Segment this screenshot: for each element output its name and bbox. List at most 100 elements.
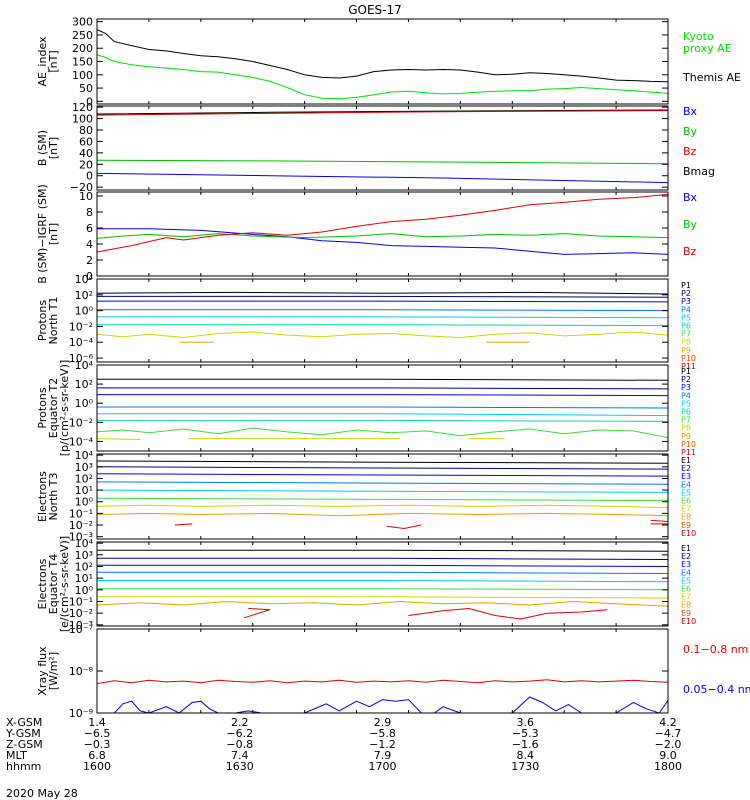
y-axis-title-line: [nT] — [47, 137, 60, 159]
x-axis-labels: X-GSM 1.4 2.2 2.9 3.6 4.2 Y-GSM −6.5 −6.2 −5.8 −5.… — [5, 716, 682, 773]
panels-group: 050100150200250300AE_index[nT]Kyotoproxy… — [36, 16, 750, 720]
y-axis-title-line: Protons — [36, 387, 49, 428]
x-row-value: −0.3 — [84, 738, 111, 751]
y-axis-title-line: AE_index — [36, 36, 49, 87]
y-tick-label: 10⁻³ — [69, 619, 93, 632]
series-line-5 — [97, 419, 668, 422]
legend-entry: Bz — [683, 145, 697, 158]
legend-entry: P11 — [681, 362, 696, 371]
y-axis-title-line: [nT] — [47, 223, 60, 245]
x-row-value: −2.0 — [655, 738, 682, 751]
legend-entry: E9 — [681, 521, 691, 530]
legend-entry: P1 — [681, 281, 691, 290]
panel-frame — [96, 541, 669, 627]
panel-frame — [96, 191, 669, 277]
series-line-0 — [97, 549, 668, 552]
legend-entry: P5 — [681, 399, 691, 408]
legend-entry: P8 — [681, 338, 691, 347]
y-tick-label: 10 — [79, 190, 93, 203]
y-tick-label: 120 — [72, 101, 93, 114]
x-row-value: 3.6 — [517, 716, 535, 729]
x-row-value: 8.4 — [517, 749, 535, 762]
x-row-value: −1.2 — [369, 738, 396, 751]
series-line-3 — [97, 571, 668, 574]
y-tick-label: 10⁻⁷ — [69, 623, 93, 636]
panel-frame — [96, 453, 669, 540]
x-row-value: −5.8 — [369, 727, 396, 740]
y-tick-label: 10⁰ — [75, 305, 94, 318]
legend-entry: E4 — [681, 568, 691, 577]
legend-entry: P4 — [681, 391, 691, 400]
series-line-1 — [97, 295, 668, 298]
y-axis-title-line: Electrons — [36, 471, 49, 522]
x-row-value: 1.4 — [88, 716, 106, 729]
panel-series-group — [97, 109, 668, 184]
legend-entry: P2 — [681, 289, 691, 298]
x-row-value: −6.2 — [226, 727, 253, 740]
legend-entry: Kyoto — [683, 30, 714, 43]
y-tick-label: 2 — [86, 254, 93, 267]
y-tick-label: 100 — [72, 113, 93, 126]
x-row-value: 7.4 — [231, 749, 249, 762]
y-tick-label: 0 — [86, 170, 93, 183]
series-line-2 — [97, 193, 668, 253]
series-line-10 — [650, 519, 668, 522]
y-tick-label: 10² — [75, 378, 93, 391]
series-line-4 — [97, 316, 668, 319]
x-row-value: −0.8 — [226, 738, 253, 751]
x-row-value: −6.5 — [84, 727, 111, 740]
series-line-2 — [97, 300, 668, 303]
y-tick-label: 0 — [86, 270, 93, 283]
y-axis-title-line: B (SM) — [36, 130, 49, 166]
series-line-1 — [97, 233, 668, 239]
x-row-value: 2.2 — [231, 716, 249, 729]
y-axis-title-line: [e/(cm²-s-sr-keV)] — [58, 536, 71, 632]
series-line-3 — [97, 406, 668, 409]
y-tick-label: 10⁻¹ — [69, 596, 93, 609]
legend-entry: E8 — [681, 601, 691, 610]
x-row-label: X-GSM — [6, 716, 42, 729]
series-line-5 — [97, 588, 668, 591]
legend-entry: Bz — [683, 245, 697, 258]
y-tick-label: 10⁴ — [75, 449, 94, 462]
series-line-4 — [97, 489, 668, 493]
legend-entry: P8 — [681, 424, 691, 433]
legend-entry: P10 — [681, 354, 696, 363]
y-tick-label: 50 — [79, 82, 93, 95]
y-tick-label: 150 — [72, 56, 93, 69]
series-line-7 — [97, 600, 668, 607]
y-tick-label: 10⁻² — [69, 519, 93, 532]
y-tick-label: −20 — [70, 181, 93, 194]
series-line-0 — [97, 378, 668, 381]
y-axis-title-line: B (SM)−IGRF (SM) — [36, 184, 49, 284]
legend-entry: By — [683, 218, 698, 231]
legend-entry: E1 — [681, 456, 691, 465]
y-tick-label: 10⁻¹ — [69, 507, 93, 520]
y-tick-label: 10² — [75, 289, 93, 302]
y-tick-label: 10⁻⁴ — [69, 435, 94, 448]
legend-entry: P4 — [681, 305, 691, 314]
series-line-8 — [174, 523, 193, 526]
y-tick-label: 10³ — [75, 549, 93, 562]
y-tick-label: 10⁰ — [75, 584, 94, 597]
series-line-2 — [97, 564, 668, 567]
y-tick-label: 10¹ — [75, 484, 93, 497]
legend-entry: P10 — [681, 440, 696, 449]
y-axis-title-line: Xray flux — [36, 646, 49, 696]
legend-entry: E6 — [681, 585, 691, 594]
series-line-1 — [97, 110, 668, 116]
series-line-9 — [408, 607, 608, 620]
series-line-0 — [97, 460, 668, 464]
date-label: 2020 May 28 — [6, 787, 78, 800]
panel-frame — [96, 18, 669, 105]
legend-entry: P7 — [681, 330, 691, 339]
legend-entry: P1 — [681, 367, 691, 376]
legend-entry: E5 — [681, 488, 691, 497]
y-axis-title-line: [nT] — [47, 50, 60, 72]
y-tick-label: 4 — [86, 238, 93, 251]
y-tick-label: 10⁻⁹ — [69, 707, 93, 720]
y-tick-label: 10⁰ — [75, 397, 94, 410]
